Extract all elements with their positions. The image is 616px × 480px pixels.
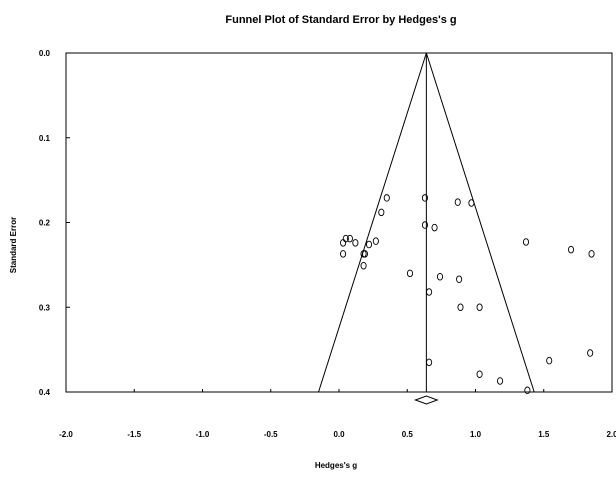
study-point <box>588 250 595 258</box>
x-tick-label: -1.5 <box>127 430 141 439</box>
study-point <box>346 234 353 243</box>
funnel-right-line <box>425 52 535 393</box>
study-point <box>406 269 414 278</box>
study-point <box>426 358 433 367</box>
study-point <box>426 288 433 296</box>
study-point <box>360 261 367 270</box>
study-point <box>456 275 463 284</box>
x-tick-label: -0.5 <box>264 430 278 439</box>
x-axis-label: Hedges's g <box>315 461 357 470</box>
y-tick-label: 0.4 <box>39 388 51 397</box>
study-point <box>476 370 483 378</box>
study-point <box>546 356 553 365</box>
y-axis-label: Standard Error <box>9 217 18 273</box>
x-tick-label: -1.0 <box>196 430 210 439</box>
x-tick-label: 0.0 <box>333 430 345 439</box>
study-point <box>340 250 347 258</box>
plot-area-frame <box>65 52 613 393</box>
study-point <box>365 240 373 249</box>
study-point <box>421 194 429 202</box>
study-point <box>476 303 483 312</box>
y-tick-label: 0.1 <box>39 134 51 143</box>
study-point <box>497 377 504 385</box>
study-point <box>431 223 438 232</box>
x-tick-label: -2.0 <box>59 430 73 439</box>
x-tick-label: 0.5 <box>402 430 414 439</box>
y-tick-label: 0.3 <box>39 303 51 312</box>
x-tick-label: 1.5 <box>538 430 550 439</box>
funnel-left-line <box>318 52 427 393</box>
study-point <box>361 250 368 258</box>
y-axis: 0.0 0.1 0.2 0.3 0.4 <box>39 49 70 397</box>
study-points <box>340 194 595 395</box>
study-point <box>468 199 475 207</box>
x-tick-label: 1.0 <box>470 430 482 439</box>
y-tick-label: 0.0 <box>39 49 51 58</box>
study-point <box>383 194 390 202</box>
x-axis: -2.0 -1.5 -1.0 -0.5 0.0 0.5 1.0 1.5 2.0 <box>59 389 616 439</box>
study-point <box>524 386 531 395</box>
study-point <box>436 272 444 281</box>
summary-diamond <box>413 395 439 405</box>
study-point <box>522 238 530 246</box>
study-point <box>342 234 349 243</box>
x-tick-label: 2.0 <box>606 430 616 439</box>
study-point <box>457 303 464 312</box>
study-point <box>352 239 359 247</box>
y-tick-label: 0.2 <box>39 219 51 228</box>
study-point <box>454 198 461 206</box>
chart-title: Funnel Plot of Standard Error by Hedges'… <box>225 14 456 26</box>
study-point <box>372 237 379 245</box>
study-point <box>378 208 385 217</box>
study-point <box>421 221 429 229</box>
study-point <box>587 349 594 357</box>
study-point <box>568 245 575 254</box>
